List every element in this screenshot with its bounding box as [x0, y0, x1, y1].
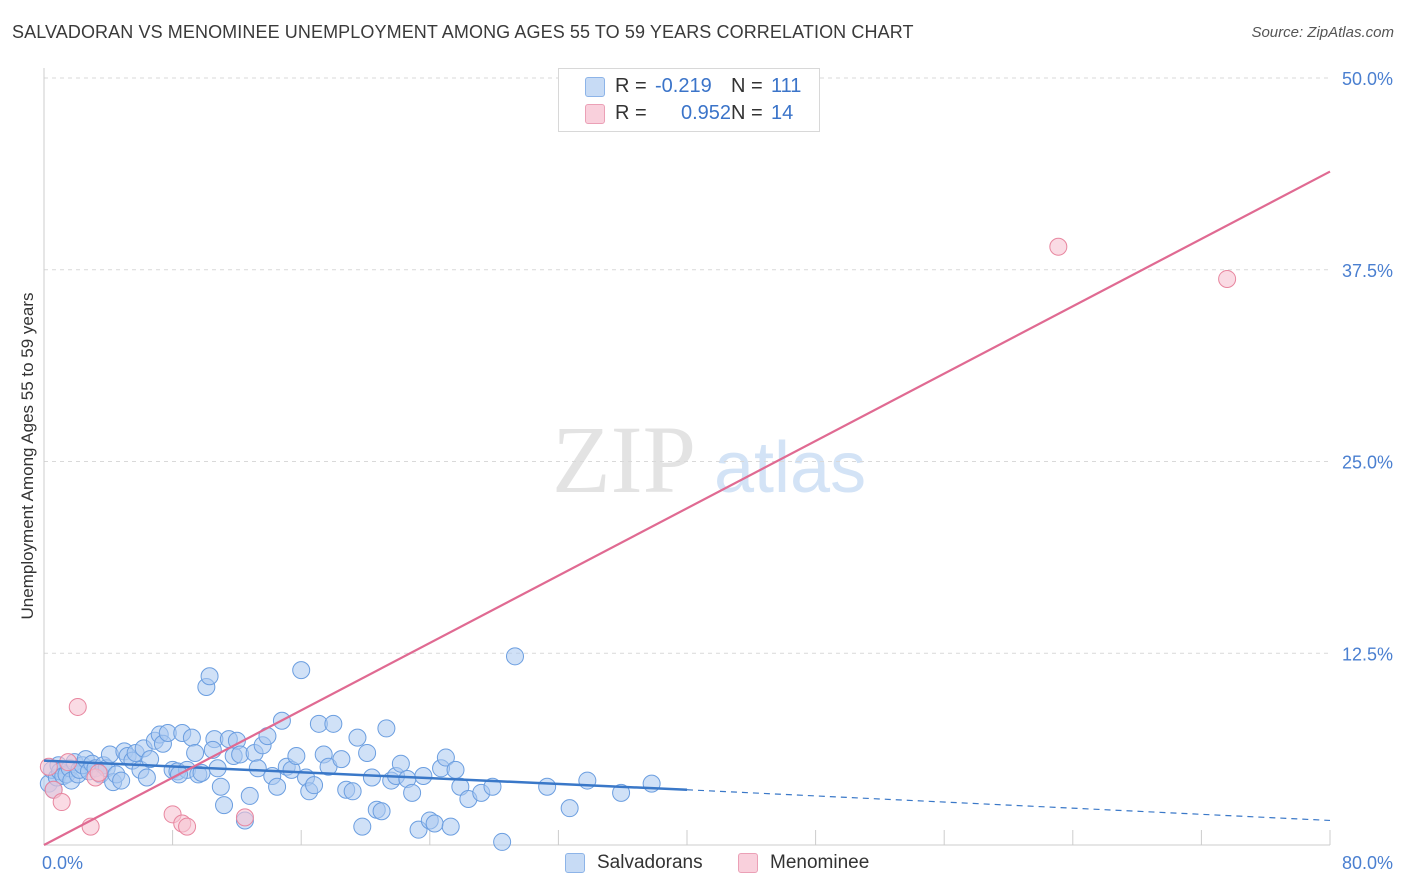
menominee-n-value: 14	[771, 102, 794, 124]
menominee-point	[68, 697, 87, 716]
salvadorans-point	[137, 768, 156, 787]
salvadorans-point	[391, 754, 410, 773]
salvadorans-point	[372, 802, 391, 821]
x-tick-label: 80.0%	[1342, 853, 1393, 873]
salvadorans-point	[403, 783, 422, 802]
salvadorans-n-label: N =	[731, 75, 763, 97]
salvadorans-point	[112, 771, 131, 790]
watermark-atlas: atlas	[714, 428, 866, 508]
salvadorans-point	[211, 777, 230, 796]
salvadorans-point	[446, 760, 465, 779]
salvadorans-swatch	[585, 77, 605, 97]
grid-layer	[44, 77, 1330, 654]
menominee-point	[235, 808, 254, 827]
y-tick-label: 50.0%	[1342, 69, 1393, 89]
tick-label-layer: 12.5% 25.0% 37.5% 50.0% 0.0% 80.0%	[42, 69, 1393, 873]
bottom-menominee-label: Menominee	[770, 852, 870, 873]
bottom-salvadorans-label: Salvadorans	[597, 852, 703, 873]
salvadorans-point	[215, 796, 234, 815]
salvadorans-point	[305, 776, 324, 795]
salvadorans-point	[182, 728, 201, 747]
menominee-point	[39, 757, 58, 776]
menominee-trendline	[43, 170, 1331, 846]
salvadorans-point	[353, 817, 372, 836]
salvadorans-point	[200, 667, 219, 686]
salvadorans-point	[560, 799, 579, 818]
salvadorans-trendline-extension	[686, 789, 1331, 822]
watermark-zip: ZIP	[552, 406, 696, 513]
salvadorans-r-label: R =	[615, 75, 647, 97]
salvadorans-point	[292, 661, 311, 680]
salvadorans-trendline	[43, 759, 688, 792]
salvadorans-r-value: -0.219	[655, 75, 712, 97]
salvadorans-point	[358, 743, 377, 762]
menominee-point	[1049, 237, 1068, 256]
salvadorans-point	[441, 817, 460, 836]
menominee-point	[1218, 269, 1237, 288]
salvadorans-point	[538, 777, 557, 796]
y-tick-label: 37.5%	[1342, 261, 1393, 281]
salvadorans-point	[240, 786, 259, 805]
salvadorans-point	[414, 766, 433, 785]
y-tick-label: 12.5%	[1342, 644, 1393, 664]
bottom-menominee-swatch	[738, 853, 758, 873]
bottom-salvadorans-swatch	[565, 853, 585, 873]
salvadorans-point	[332, 750, 351, 769]
menominee-r-value: 0.952	[681, 102, 732, 124]
salvadorans-point	[425, 814, 444, 833]
salvadorans-point	[377, 719, 396, 738]
salvadorans-point	[436, 748, 455, 767]
watermark: ZIP atlas	[552, 406, 866, 513]
salvadorans-point	[141, 750, 160, 769]
chart-title: SALVADORAN VS MENOMINEE UNEMPLOYMENT AMO…	[12, 22, 914, 42]
x-tick-label: 0.0%	[42, 853, 83, 873]
salvadorans-point	[483, 777, 502, 796]
menominee-point	[89, 763, 108, 782]
salvadorans-point	[612, 783, 631, 802]
trend-layer	[43, 170, 1331, 846]
menominee-point	[52, 793, 71, 812]
salvadorans-point	[505, 647, 524, 666]
menominee-swatch	[585, 104, 605, 124]
source-label: Source: ZipAtlas.com	[1251, 24, 1394, 41]
salvadorans-point	[362, 768, 381, 787]
salvadorans-points	[39, 647, 661, 851]
salvadorans-point	[493, 832, 512, 851]
salvadorans-point	[268, 777, 287, 796]
salvadorans-point	[343, 782, 362, 801]
salvadorans-point	[248, 759, 267, 778]
salvadorans-n-value: 111	[771, 75, 802, 97]
salvadorans-point	[324, 714, 343, 733]
menominee-r-label: R =	[615, 102, 647, 124]
menominee-point	[178, 817, 197, 836]
menominee-n-label: N =	[731, 102, 763, 124]
salvadorans-point	[186, 743, 205, 762]
axis-layer	[43, 68, 1331, 846]
y-tick-label: 25.0%	[1342, 453, 1393, 473]
salvadorans-point	[287, 747, 306, 766]
stats-legend: R = -0.219 N = 111 R = 0.952 N = 14	[558, 68, 820, 132]
salvadorans-point	[348, 728, 367, 747]
menominee-points	[39, 237, 1237, 836]
